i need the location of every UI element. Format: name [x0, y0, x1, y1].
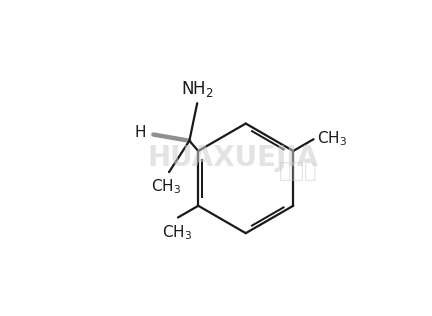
Text: CH$_3$: CH$_3$ — [152, 177, 181, 196]
Text: CH$_3$: CH$_3$ — [318, 129, 347, 148]
Text: CH$_3$: CH$_3$ — [162, 223, 192, 242]
Text: NH$_2$: NH$_2$ — [181, 79, 214, 99]
Text: H: H — [135, 125, 146, 140]
Text: HUAXUEJIA: HUAXUEJIA — [147, 144, 318, 172]
Text: 化学加: 化学加 — [279, 161, 316, 180]
